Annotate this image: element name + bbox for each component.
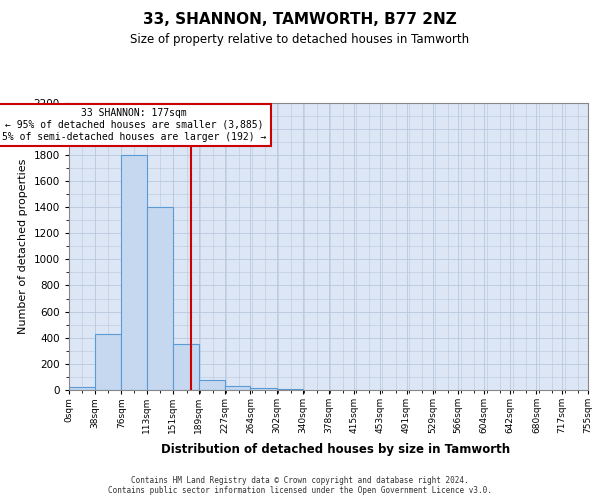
Bar [121, 155, 146, 390]
Bar [250, 388, 277, 390]
Text: 33, SHANNON, TAMWORTH, B77 2NZ: 33, SHANNON, TAMWORTH, B77 2NZ [143, 12, 457, 28]
Bar [199, 380, 225, 390]
Bar [69, 388, 95, 390]
Y-axis label: Number of detached properties: Number of detached properties [18, 158, 28, 334]
Text: Distribution of detached houses by size in Tamworth: Distribution of detached houses by size … [161, 442, 511, 456]
Bar [225, 386, 250, 390]
Text: Contains HM Land Registry data © Crown copyright and database right 2024.
Contai: Contains HM Land Registry data © Crown c… [108, 476, 492, 495]
Bar [95, 334, 121, 390]
Text: Size of property relative to detached houses in Tamworth: Size of property relative to detached ho… [130, 32, 470, 46]
Bar [146, 207, 173, 390]
Bar [173, 344, 199, 390]
Text: 33 SHANNON: 177sqm
← 95% of detached houses are smaller (3,885)
5% of semi-detac: 33 SHANNON: 177sqm ← 95% of detached hou… [2, 108, 266, 142]
